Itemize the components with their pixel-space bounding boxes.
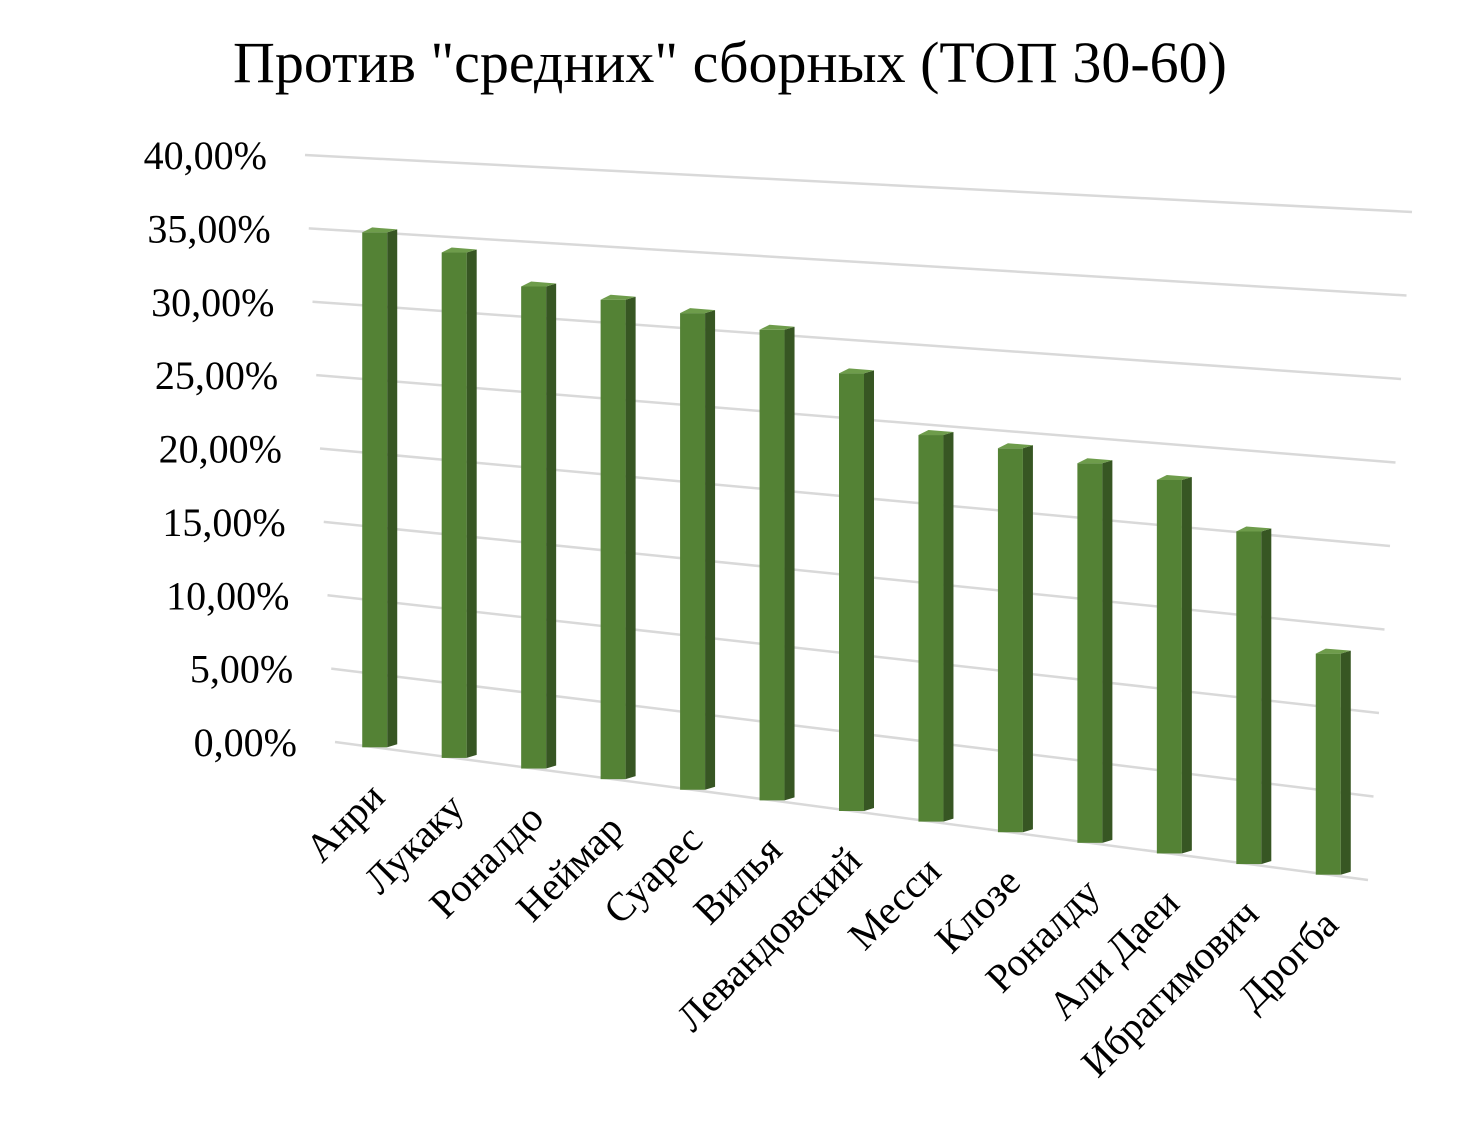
bar-top — [441, 247, 477, 253]
bar-side — [546, 283, 557, 769]
bar-side — [864, 370, 874, 811]
y-tick-label: 35,00% — [147, 206, 270, 251]
y-tick-label: 40,00% — [144, 133, 267, 178]
bar-side — [705, 310, 716, 790]
bar-front — [1236, 531, 1262, 865]
bar — [918, 430, 954, 822]
bar-side — [1102, 460, 1113, 843]
bar-front — [362, 232, 388, 748]
bar-front — [600, 299, 626, 780]
gridline — [304, 153, 1413, 214]
bar-front — [521, 286, 547, 769]
chart-title: Против "средних" сборных (ТОП 30-60) — [233, 30, 1227, 95]
bar-side — [1022, 445, 1033, 833]
bar-side — [1340, 650, 1351, 875]
bar-front — [759, 329, 785, 801]
bar-side — [466, 249, 477, 758]
bar — [1315, 648, 1351, 875]
bar-top — [1077, 458, 1113, 464]
bar-top — [759, 324, 795, 330]
bar-top — [600, 294, 636, 300]
bar-side — [387, 229, 398, 748]
bar-top — [997, 443, 1033, 449]
bar-top — [1156, 474, 1192, 480]
bar-front — [839, 373, 864, 811]
y-tick-label: 10,00% — [166, 573, 289, 618]
bar-front — [1077, 463, 1103, 843]
bar-top — [1315, 648, 1351, 654]
bar — [441, 247, 477, 758]
bar — [680, 308, 716, 790]
y-tick-label: 25,00% — [155, 353, 278, 398]
bar-front — [680, 313, 706, 790]
bar-top — [680, 308, 716, 314]
y-tick-label: 15,00% — [162, 500, 285, 545]
bar-side — [943, 432, 954, 822]
y-tick-label: 20,00% — [159, 427, 282, 472]
gridline — [312, 300, 1402, 381]
bar — [521, 281, 557, 769]
bars — [362, 227, 1351, 875]
y-axis-ticks: 0,00% 5,00% 10,00% 15,00% 20,00% 25,00% 30,00%… — [144, 133, 297, 765]
y-tick-label: 5,00% — [190, 647, 293, 692]
bar — [997, 443, 1033, 833]
gridline — [308, 227, 1407, 297]
bar-front — [441, 252, 467, 758]
bar-top — [521, 281, 557, 287]
bar-front — [1315, 653, 1341, 875]
bar — [362, 227, 398, 748]
bar-top — [362, 227, 398, 233]
bar-top — [918, 430, 954, 436]
bar — [600, 294, 636, 780]
bar — [1236, 526, 1272, 865]
bar-side — [625, 296, 636, 780]
bar-front — [997, 448, 1023, 833]
bar-front — [918, 435, 944, 822]
y-tick-label: 30,00% — [151, 280, 274, 325]
bar-top — [1236, 526, 1272, 532]
bar — [839, 368, 874, 811]
bar-side — [1181, 476, 1192, 854]
bar-side — [1261, 528, 1272, 865]
bar-front — [1156, 479, 1182, 854]
bar — [1156, 474, 1192, 854]
bar — [1077, 458, 1113, 843]
bar-side — [784, 326, 795, 801]
bar-top — [839, 368, 874, 374]
y-tick-label: 0,00% — [194, 720, 297, 765]
bar — [759, 324, 795, 801]
